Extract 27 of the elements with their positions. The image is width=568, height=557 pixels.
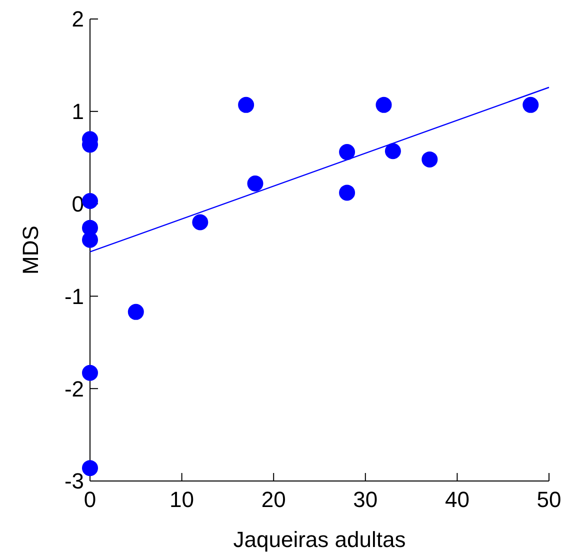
x-axis-title: Jaqueiras adultas [233,527,406,552]
y-tick-label: -3 [64,468,84,494]
point [247,175,264,192]
point [376,96,392,113]
point [339,144,356,160]
x-tick-label: 40 [444,487,470,512]
y-tick-label: 2 [72,6,84,32]
point [82,460,98,476]
y-tick-label: 1 [72,99,84,124]
x-tick-label: 50 [536,487,562,512]
point [82,364,98,381]
point [422,151,438,168]
y-tick-label: -1 [64,284,84,309]
point [238,96,254,113]
point [522,96,539,113]
point [82,232,98,248]
y-axis-title: MDS [18,226,43,274]
y-tick-label: -2 [64,376,84,402]
point [82,193,98,210]
point [192,214,208,230]
x-tick-label: 30 [353,487,378,512]
point [128,304,144,320]
x-tick-label: 10 [170,487,194,512]
y-tick-label: 0 [72,192,84,216]
point [384,143,401,160]
point [339,184,356,201]
x-tick-label: 20 [261,487,286,512]
